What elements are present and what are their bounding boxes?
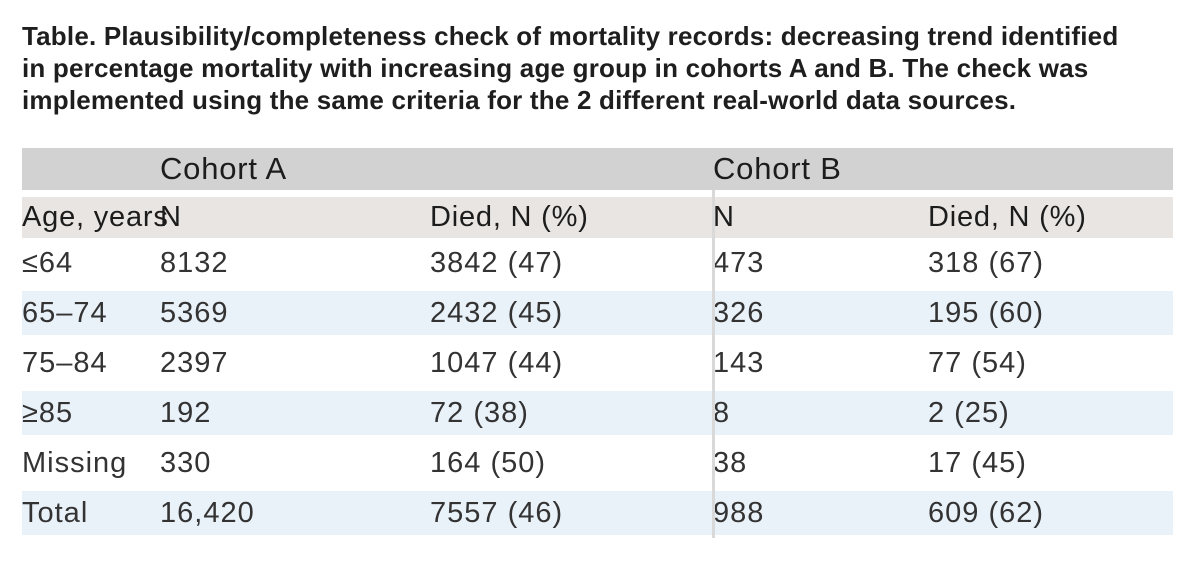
cell-n-a: 192	[160, 388, 430, 438]
table-row-65-74: 65–74 5369 2432 (45) 326 195 (60)	[22, 288, 1173, 338]
caption-line-3: implemented using the same criteria for …	[22, 85, 1017, 115]
cell-n-a: 16,420	[160, 488, 430, 538]
cell-died-b: 609 (62)	[928, 488, 1173, 538]
caption-line-2: in percentage mortality with increasing …	[22, 53, 1089, 83]
cell-died-a: 72 (38)	[430, 388, 713, 438]
column-header-n-cohort-b: N	[713, 197, 928, 238]
cohort-divider	[712, 190, 715, 538]
cell-age: ≤64	[22, 238, 160, 288]
cell-died-a: 3842 (47)	[430, 238, 713, 288]
cell-died-b: 17 (45)	[928, 438, 1173, 488]
column-header-died-cohort-b: Died, N (%)	[928, 197, 1173, 238]
cell-age: ≥85	[22, 388, 160, 438]
table-row-ge85: ≥85 192 72 (38) 8 2 (25)	[22, 388, 1173, 438]
group-header-cohort-b: Cohort B	[713, 148, 1173, 190]
cell-n-b: 143	[713, 338, 928, 388]
cell-n-a: 8132	[160, 238, 430, 288]
column-header-n-cohort-a: N	[160, 197, 430, 238]
column-header-row: Age, years N Died, N (%) N Died, N (%)	[22, 197, 1173, 238]
cell-age: Total	[22, 488, 160, 538]
cell-died-a: 2432 (45)	[430, 288, 713, 338]
cell-n-b: 8	[713, 388, 928, 438]
group-header-row: Cohort A Cohort B	[22, 148, 1173, 190]
header-gap-row	[22, 190, 1173, 197]
table-row-75-84: 75–84 2397 1047 (44) 143 77 (54)	[22, 338, 1173, 388]
table-row-le64: ≤64 8132 3842 (47) 473 318 (67)	[22, 238, 1173, 288]
cell-n-a: 5369	[160, 288, 430, 338]
cell-died-a: 1047 (44)	[430, 338, 713, 388]
cell-died-a: 7557 (46)	[430, 488, 713, 538]
cell-died-a: 164 (50)	[430, 438, 713, 488]
mortality-table: Cohort A Cohort B Age, years N Died, N (…	[22, 148, 1173, 538]
group-header-spacer	[22, 148, 160, 190]
cell-died-b: 195 (60)	[928, 288, 1173, 338]
cell-died-b: 318 (67)	[928, 238, 1173, 288]
cell-n-b: 988	[713, 488, 928, 538]
caption-line-1: Table. Plausibility/completeness check o…	[22, 21, 1119, 51]
table-row-total: Total 16,420 7557 (46) 988 609 (62)	[22, 488, 1173, 538]
cell-age: 65–74	[22, 288, 160, 338]
cell-n-b: 473	[713, 238, 928, 288]
header-gap	[22, 190, 1173, 197]
group-header-cohort-a: Cohort A	[160, 148, 713, 190]
cell-age: 75–84	[22, 338, 160, 388]
cell-n-b: 38	[713, 438, 928, 488]
cell-died-b: 77 (54)	[928, 338, 1173, 388]
cell-n-a: 2397	[160, 338, 430, 388]
column-header-died-cohort-a: Died, N (%)	[430, 197, 713, 238]
cell-n-b: 326	[713, 288, 928, 338]
cell-age: Missing	[22, 438, 160, 488]
column-header-age: Age, years	[22, 197, 168, 238]
table-caption: Table. Plausibility/completeness check o…	[22, 20, 1172, 116]
cell-died-b: 2 (25)	[928, 388, 1173, 438]
cell-n-a: 330	[160, 438, 430, 488]
table-row-missing: Missing 330 164 (50) 38 17 (45)	[22, 438, 1173, 488]
